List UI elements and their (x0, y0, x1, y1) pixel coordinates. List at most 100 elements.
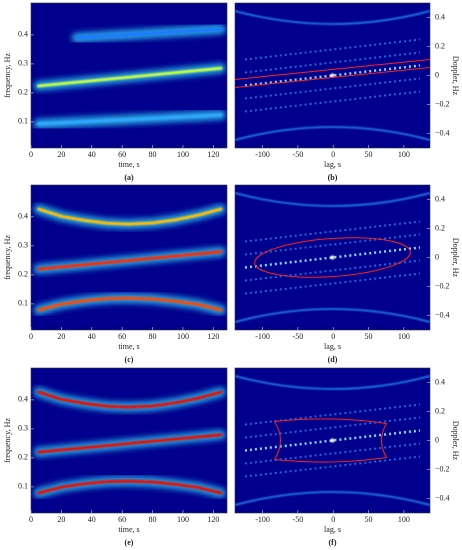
y-tick-label: 0.3 (18, 424, 28, 433)
y-tick-label: 0.2 (435, 223, 445, 232)
y-axis-label: Doppler, Hz (451, 238, 460, 278)
plot-frame (30, 184, 228, 331)
region (273, 418, 388, 463)
x-tick-label: 0 (29, 332, 33, 341)
x-tick-label: -50 (293, 515, 304, 524)
cross-term (244, 51, 421, 74)
x-tick-label: 20 (57, 150, 65, 159)
cross-term (244, 259, 421, 282)
y-tick-label: 0.4 (18, 212, 28, 221)
y-tick-label: −0.4 (435, 128, 450, 137)
x-tick-label: -100 (255, 332, 270, 341)
y-tick-label: −0.4 (435, 493, 450, 502)
y-tick-label: 0.1 (18, 299, 28, 308)
caption: (c) (125, 355, 134, 364)
x-tick-label: 0 (29, 515, 33, 524)
x-tick-label: 0 (29, 150, 33, 159)
caption: (a) (124, 173, 134, 182)
x-axis-label: time, s (118, 525, 139, 534)
y-tick-label: 0.2 (18, 453, 28, 462)
x-tick-label: -50 (293, 332, 304, 341)
x-axis-label: time, s (118, 342, 139, 351)
x-tick-label: 40 (88, 150, 96, 159)
x-tick-label: 100 (398, 150, 410, 159)
caption: (d) (328, 355, 338, 364)
cross-term (244, 220, 421, 243)
x-tick-label: 100 (398, 515, 410, 524)
caption: (e) (125, 538, 134, 547)
auto-term-arc (235, 308, 430, 323)
cross-term (244, 416, 421, 439)
ridge (37, 250, 223, 271)
y-tick-label: 0.1 (18, 117, 28, 126)
auto-term-arc (235, 491, 430, 506)
x-tick-label: -100 (255, 515, 270, 524)
plot-content (33, 204, 226, 315)
x-axis-label: time, s (118, 160, 139, 169)
cross-term (244, 442, 421, 465)
plot-content (235, 375, 430, 506)
auto-term-arc (235, 375, 430, 390)
cross-term (244, 233, 421, 256)
x-tick-label: 100 (398, 332, 410, 341)
y-tick-label: 0.4 (18, 395, 28, 404)
y-tick-label: 0.4 (18, 30, 28, 39)
x-tick-label: 120 (207, 515, 219, 524)
cross-term (244, 246, 421, 269)
plot-frame (30, 367, 228, 514)
y-tick-label: −0.2 (435, 464, 450, 473)
x-tick-label: 0 (331, 332, 335, 341)
x-tick-label: 40 (88, 515, 96, 524)
y-tick-label: 0.2 (435, 41, 445, 50)
y-tick-label: 0.4 (435, 12, 445, 21)
x-tick-label: 50 (365, 150, 373, 159)
cross-term (244, 403, 421, 426)
y-tick-label: 0.2 (18, 270, 28, 279)
plot-content (33, 24, 226, 129)
plot-frame (30, 2, 228, 149)
x-tick-label: 80 (149, 332, 157, 341)
auto-term-arc (235, 192, 430, 207)
caption: (b) (328, 173, 338, 182)
x-tick-label: 60 (118, 332, 126, 341)
ridge (37, 207, 223, 226)
y-axis-label: frequency, Hz (3, 418, 12, 463)
x-tick-label: 60 (118, 150, 126, 159)
y-tick-label: 0 (435, 70, 439, 79)
x-tick-label: -100 (255, 150, 270, 159)
y-tick-label: −0.2 (435, 281, 450, 290)
cross-term (244, 77, 421, 100)
y-axis-label: frequency, Hz (3, 53, 12, 98)
x-tick-label: 100 (177, 150, 189, 159)
cross-term (244, 38, 421, 61)
x-tick-label: 0 (331, 150, 335, 159)
x-tick-label: 60 (118, 515, 126, 524)
ridge (37, 479, 223, 495)
y-tick-label: 0.3 (18, 59, 28, 68)
x-axis-label: lag, s (324, 342, 341, 351)
ridge (37, 296, 223, 312)
caption: (f) (329, 538, 337, 547)
x-tick-label: 80 (149, 150, 157, 159)
y-tick-label: 0.4 (435, 194, 445, 203)
y-tick-label: 0 (435, 252, 439, 261)
center-peak (330, 255, 335, 260)
y-axis-label: frequency, Hz (3, 235, 12, 280)
ridge (75, 27, 223, 40)
ridge (37, 433, 223, 454)
x-tick-label: 0 (331, 515, 335, 524)
x-tick-label: 50 (365, 332, 373, 341)
y-axis-label: Doppler, Hz (451, 56, 460, 96)
center-peak (330, 438, 335, 443)
x-tick-label: 20 (57, 515, 65, 524)
y-axis-label: Doppler, Hz (451, 421, 460, 461)
cross-term (244, 429, 421, 452)
auto-term-arc (235, 10, 430, 25)
x-tick-label: 120 (207, 150, 219, 159)
x-axis-label: lag, s (324, 525, 341, 534)
ridge (37, 113, 223, 126)
x-tick-label: -50 (293, 150, 304, 159)
cross-term (244, 90, 421, 113)
ridge (37, 66, 223, 88)
